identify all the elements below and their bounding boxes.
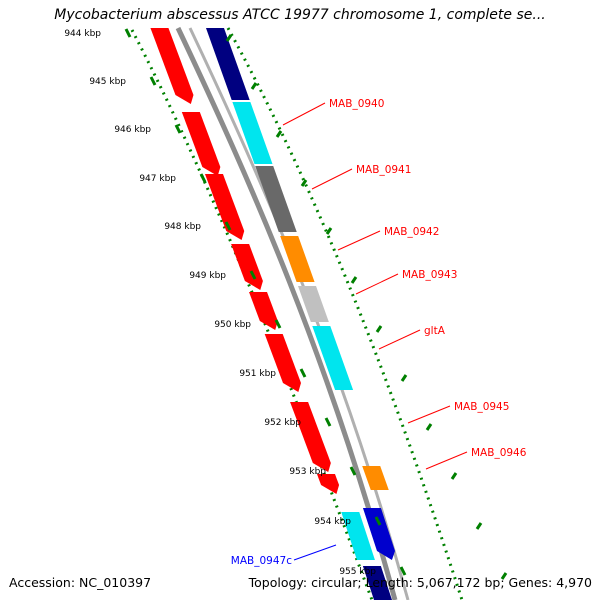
callout-line <box>311 168 353 190</box>
gene-label[interactable]: MAB_0943 <box>402 269 457 281</box>
tick-label: 952 kbp <box>264 418 301 428</box>
tick-dash <box>349 466 357 476</box>
tick-dash <box>299 368 307 378</box>
callout-line <box>337 230 381 251</box>
callout-line <box>355 273 399 295</box>
kbp-tick-labels: 944 kbp 945 kbp 946 kbp 947 kbp 948 kbp 949 k… <box>64 28 508 580</box>
gene-label[interactable]: MAB_0942 <box>384 226 439 238</box>
tick-label: 954 kbp <box>314 517 351 527</box>
callout-line <box>282 102 326 126</box>
feature-block[interactable] <box>205 28 250 100</box>
tick-dash <box>124 28 132 38</box>
gene-label[interactable]: MAB_0946 <box>471 447 527 459</box>
tick-dash <box>324 417 332 427</box>
outer-tick-dash <box>225 34 233 42</box>
tick-label: 944 kbp <box>64 29 101 39</box>
gene-label[interactable]: MAB_0947c <box>231 555 292 567</box>
feature-track <box>205 28 395 600</box>
accession-text: Accession: NC_010397 <box>9 575 152 590</box>
outer-tick-dash <box>350 276 358 284</box>
cds-gene-red[interactable] <box>264 334 301 392</box>
callout-line <box>293 544 337 561</box>
outer-tick-dash <box>300 179 308 187</box>
tick-dash <box>249 270 257 280</box>
tick-label: 949 kbp <box>189 271 226 281</box>
tick-dash <box>274 319 282 329</box>
backbone-line-inner <box>175 26 398 600</box>
cds-gene-red[interactable] <box>181 112 221 176</box>
cds-track-red <box>150 28 340 494</box>
feature-block[interactable] <box>280 236 315 282</box>
feature-block[interactable] <box>312 326 354 390</box>
tick-dash <box>174 124 182 134</box>
tick-dash <box>399 566 407 576</box>
tick-label: 950 kbp <box>214 320 251 330</box>
callout-line <box>407 405 451 424</box>
outer-ruler-path <box>226 27 464 600</box>
page-title: Mycobacterium abscessus ATCC 19977 chrom… <box>54 7 546 23</box>
tick-dash <box>149 76 157 86</box>
feature-block[interactable] <box>362 508 395 560</box>
feature-block[interactable] <box>362 566 392 600</box>
outer-tick-dash <box>250 82 258 90</box>
tick-dash <box>199 173 207 183</box>
cds-gene-red[interactable] <box>231 244 263 290</box>
feature-block[interactable] <box>255 166 297 232</box>
tick-label: 945 kbp <box>89 77 126 87</box>
topology-text: Topology: circular; Length: 5,067,172 bp… <box>248 575 592 590</box>
feature-block[interactable] <box>362 466 389 490</box>
outer-tick-dash <box>500 572 508 580</box>
callout-line <box>378 329 421 350</box>
tick-label: 955 kbp <box>339 567 376 577</box>
outer-tick-dash <box>375 325 383 333</box>
outer-tick-dash <box>325 227 333 235</box>
cds-gene-red[interactable] <box>249 292 278 330</box>
outer-tick-dash <box>275 130 283 138</box>
cds-gene-red[interactable] <box>290 402 331 472</box>
outer-tick-dash <box>425 423 433 431</box>
tick-label: 947 kbp <box>139 174 176 184</box>
feature-block[interactable] <box>341 512 375 560</box>
feature-block[interactable] <box>298 286 329 322</box>
tick-label: 948 kbp <box>164 222 201 232</box>
cds-gene-red[interactable] <box>316 474 340 494</box>
gene-label[interactable]: MAB_0940 <box>329 98 384 110</box>
outer-tick-dash <box>475 522 483 530</box>
tick-label: 946 kbp <box>114 125 151 135</box>
tick-label: 953 kbp <box>289 467 326 477</box>
outer-tick-dash <box>450 472 458 480</box>
callout-line <box>425 451 468 470</box>
cds-gene-red[interactable] <box>204 174 245 240</box>
outer-dotted-ruler <box>226 27 464 600</box>
outer-tick-dash <box>400 374 408 382</box>
gene-label[interactable]: MAB_0945 <box>454 401 509 413</box>
gene-callouts: MAB_0940 MAB_0941 MAB_0942 MAB_0943 gltA MAB_… <box>231 98 527 567</box>
feature-block[interactable] <box>232 102 273 164</box>
cds-gene-red[interactable] <box>150 28 194 104</box>
gene-label[interactable]: MAB_0941 <box>356 164 411 176</box>
tick-label: 951 kbp <box>239 369 276 379</box>
tick-dash <box>374 516 382 526</box>
tick-dash <box>224 221 232 231</box>
gene-label[interactable]: gltA <box>424 325 446 337</box>
